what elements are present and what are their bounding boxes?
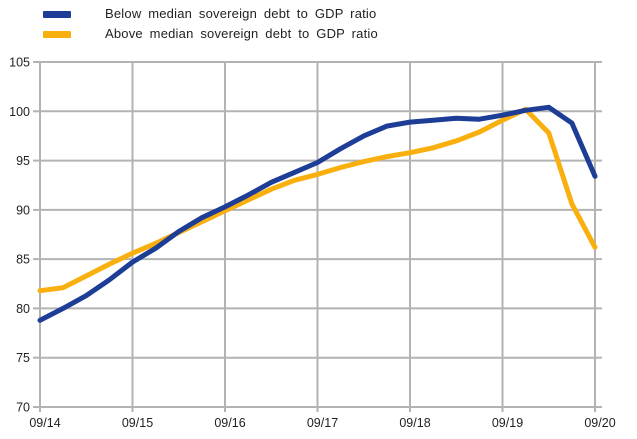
series-line-above-median bbox=[37, 106, 598, 294]
x-tick-label: 09/19 bbox=[492, 416, 523, 430]
x-tick-label: 09/20 bbox=[584, 416, 615, 430]
legend-label-below-median: Below median sovereign debt to GDP ratio bbox=[105, 6, 377, 21]
legend: Below median sovereign debt to GDP ratio… bbox=[43, 7, 378, 41]
legend-swatch-below-median-icon bbox=[43, 10, 71, 18]
y-tick-label: 90 bbox=[16, 203, 30, 217]
y-tick-label: 95 bbox=[16, 154, 30, 168]
x-tick-label: 09/14 bbox=[29, 416, 60, 430]
x-tick-label: 09/18 bbox=[399, 416, 430, 430]
y-tick-label: 70 bbox=[16, 401, 30, 415]
legend-item-above-median: Above median sovereign debt to GDP ratio bbox=[43, 27, 378, 41]
legend-item-below-median: Below median sovereign debt to GDP ratio bbox=[43, 7, 378, 21]
y-tick-label: 80 bbox=[16, 302, 30, 316]
y-axis-labels: 70 75 80 85 90 95 100 105 bbox=[9, 56, 30, 415]
x-tick-label: 09/15 bbox=[122, 416, 153, 430]
y-tick-label: 105 bbox=[9, 56, 30, 70]
y-tick-label: 85 bbox=[16, 253, 30, 267]
y-tick-label: 100 bbox=[9, 105, 30, 119]
x-axis-labels: 09/14 09/15 09/16 09/17 09/18 09/19 09/20 bbox=[29, 416, 615, 430]
series-line-below-median bbox=[37, 104, 598, 323]
x-tick-label: 09/16 bbox=[214, 416, 245, 430]
legend-label-above-median: Above median sovereign debt to GDP ratio bbox=[105, 26, 378, 41]
gridlines bbox=[33, 61, 602, 412]
y-tick-label: 75 bbox=[16, 351, 30, 365]
x-tick-label: 09/17 bbox=[307, 416, 338, 430]
legend-swatch-above-median-icon bbox=[43, 30, 71, 38]
